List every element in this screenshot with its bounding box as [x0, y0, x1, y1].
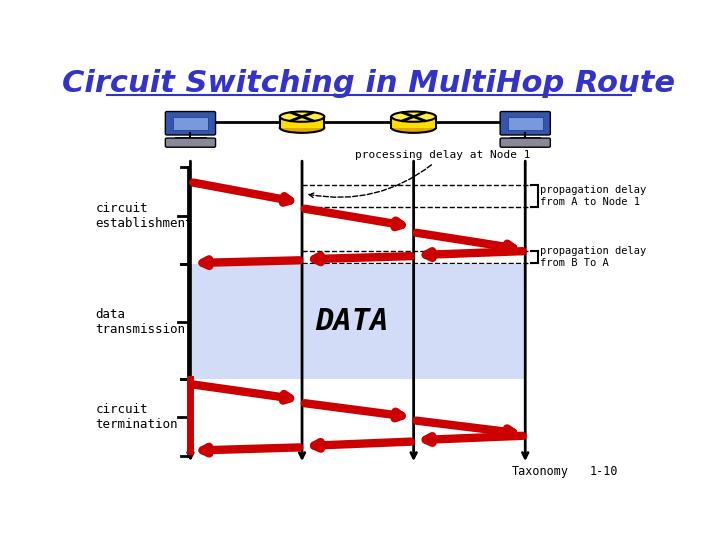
Bar [508, 117, 543, 130]
FancyBboxPatch shape [500, 138, 550, 147]
Polygon shape [190, 265, 526, 379]
Text: Taxonomy: Taxonomy [511, 465, 568, 478]
Bar [173, 117, 208, 130]
FancyBboxPatch shape [166, 138, 215, 147]
Text: circuit
termination: circuit termination [96, 403, 178, 431]
Text: circuit
establishment: circuit establishment [96, 201, 193, 229]
Text: DATA: DATA [315, 307, 389, 336]
Text: 1-10: 1-10 [590, 465, 618, 478]
Ellipse shape [392, 112, 436, 122]
Text: data
transmission: data transmission [96, 308, 186, 335]
Text: propagation delay
from B To A: propagation delay from B To A [540, 246, 647, 268]
Text: Circuit Switching in MultiHop Route: Circuit Switching in MultiHop Route [63, 69, 675, 98]
FancyBboxPatch shape [500, 112, 550, 135]
Text: propagation delay
from A to Node 1: propagation delay from A to Node 1 [540, 185, 647, 207]
Ellipse shape [280, 123, 324, 133]
Ellipse shape [392, 123, 436, 133]
Text: processing delay at Node 1: processing delay at Node 1 [309, 150, 531, 198]
FancyBboxPatch shape [166, 112, 215, 135]
Bar [280, 117, 324, 128]
Bar [392, 117, 436, 128]
Ellipse shape [280, 112, 324, 122]
